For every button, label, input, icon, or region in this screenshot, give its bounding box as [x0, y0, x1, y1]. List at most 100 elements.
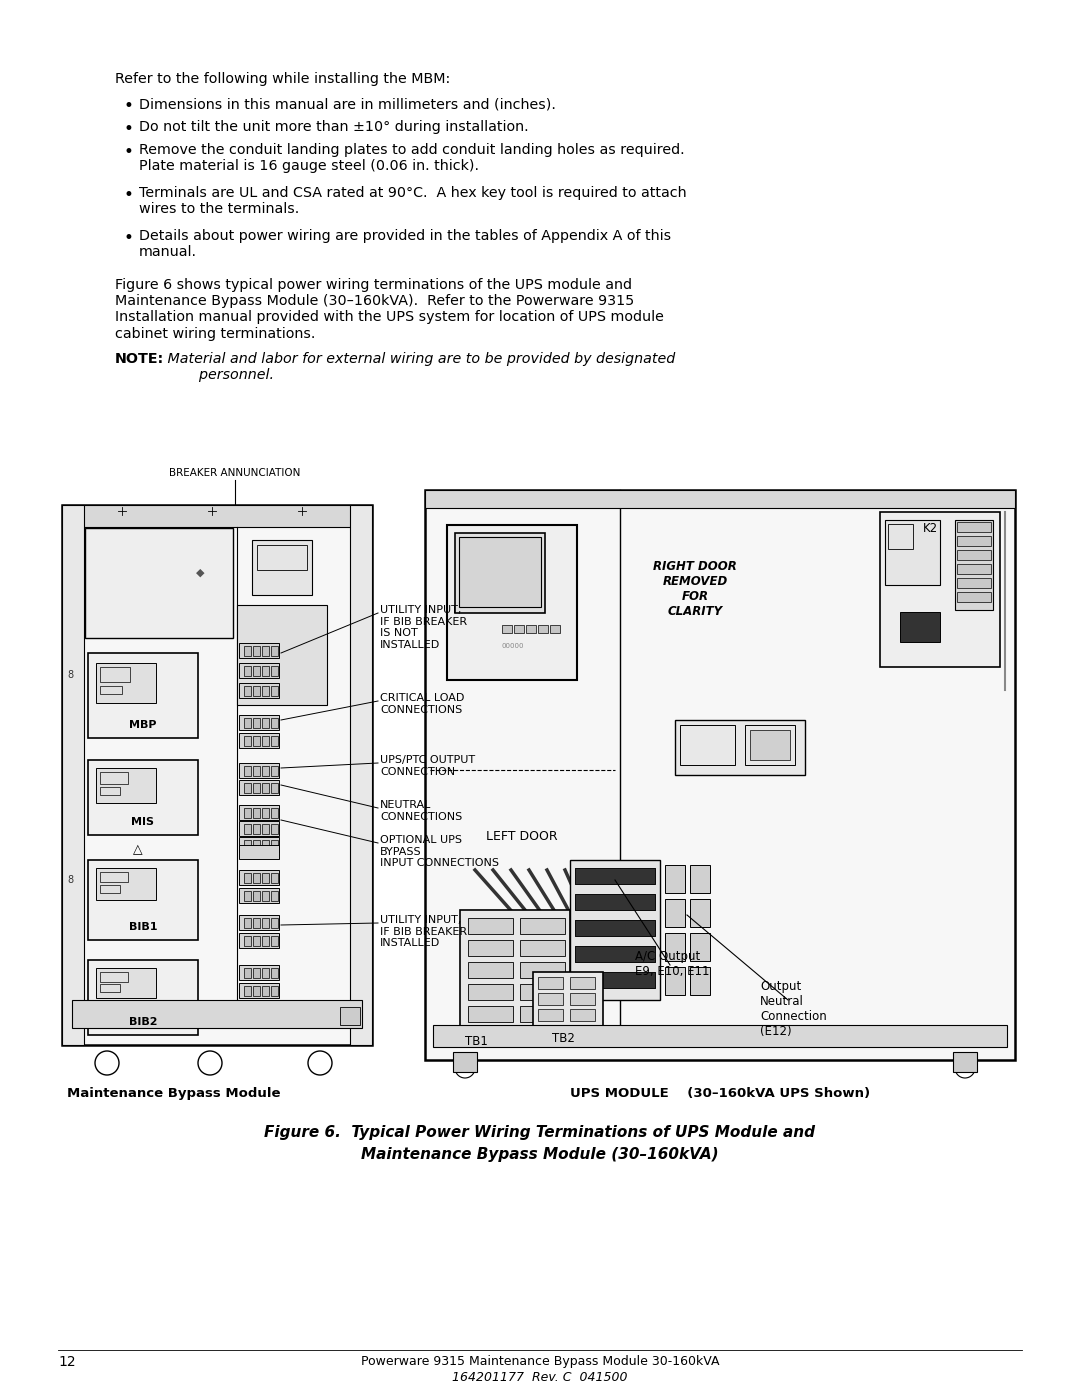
Text: RIGHT DOOR
REMOVED
FOR
CLARITY: RIGHT DOOR REMOVED FOR CLARITY [653, 560, 737, 617]
Bar [570, 861, 660, 1000]
Bar [271, 918, 278, 928]
Bar [957, 564, 991, 574]
Bar [239, 915, 279, 930]
Bar [100, 686, 122, 694]
Bar [468, 940, 513, 956]
Bar [244, 968, 251, 978]
Bar [244, 782, 251, 793]
Bar [575, 868, 654, 884]
Bar [271, 873, 278, 883]
Bar [262, 807, 269, 819]
Bar [62, 504, 372, 527]
Bar [253, 840, 260, 849]
Bar [271, 736, 278, 746]
Bar [570, 1009, 595, 1021]
Text: MIS: MIS [132, 817, 154, 827]
Bar [239, 643, 279, 658]
Bar [575, 946, 654, 963]
Bar [575, 894, 654, 909]
Bar [253, 873, 260, 883]
Text: •: • [123, 120, 133, 138]
Bar [957, 550, 991, 560]
Bar [72, 1000, 362, 1028]
Bar [62, 504, 84, 1045]
Bar [100, 972, 129, 982]
Bar [262, 968, 269, 978]
Text: K2: K2 [922, 522, 937, 535]
Bar [262, 873, 269, 883]
Text: BIB1: BIB1 [129, 922, 158, 932]
Bar [526, 624, 536, 633]
Bar [745, 725, 795, 766]
Bar [957, 578, 991, 588]
Bar [244, 891, 251, 901]
Text: UTILITY INPUT,
IF BIB BREAKER
IS NOT
INSTALLED: UTILITY INPUT, IF BIB BREAKER IS NOT INS… [380, 605, 468, 650]
Bar [575, 894, 654, 909]
Bar [239, 965, 279, 981]
Text: 8: 8 [67, 671, 73, 680]
Text: Dimensions in this manual are in millimeters and (inches).: Dimensions in this manual are in millime… [139, 96, 556, 110]
Text: •: • [123, 186, 133, 204]
Bar [262, 645, 269, 657]
Bar [538, 977, 563, 989]
Bar [575, 972, 654, 988]
Bar [244, 666, 251, 676]
Bar [253, 718, 260, 728]
Bar [575, 972, 654, 988]
Bar [239, 715, 279, 731]
Bar [519, 983, 565, 1000]
Bar [239, 683, 279, 698]
Bar [900, 612, 940, 643]
Bar [239, 870, 279, 886]
Bar [271, 968, 278, 978]
Bar [468, 918, 513, 935]
Text: BIB2: BIB2 [129, 1017, 158, 1027]
Bar [239, 664, 279, 678]
Bar [100, 872, 129, 882]
Bar [880, 511, 1000, 666]
Bar [96, 868, 156, 900]
Bar [570, 993, 595, 1004]
Text: Material and labor for external wiring are to be provided by designated
        : Material and labor for external wiring a… [163, 352, 675, 383]
Bar [690, 865, 710, 893]
Bar [262, 936, 269, 946]
Bar [253, 686, 260, 696]
Bar [262, 918, 269, 928]
Bar [253, 986, 260, 996]
Bar [257, 545, 307, 570]
Text: Figure 6 shows typical power wiring terminations of the UPS module and
Maintenan: Figure 6 shows typical power wiring term… [114, 278, 664, 341]
Text: 00000: 00000 [502, 643, 525, 650]
Bar [239, 837, 279, 852]
Bar [271, 718, 278, 728]
Bar [244, 645, 251, 657]
Bar [244, 918, 251, 928]
Bar [239, 821, 279, 835]
Bar [262, 686, 269, 696]
Bar [244, 766, 251, 775]
Bar [575, 946, 654, 963]
Bar [575, 921, 654, 936]
Bar [271, 686, 278, 696]
Bar [244, 718, 251, 728]
Text: A/C Output
E9, E10, E11: A/C Output E9, E10, E11 [635, 950, 710, 978]
Bar [262, 766, 269, 775]
Text: CRITICAL LOAD
CONNECTIONS: CRITICAL LOAD CONNECTIONS [380, 693, 464, 715]
Bar [96, 768, 156, 803]
Bar [271, 645, 278, 657]
Text: Refer to the following while installing the MBM:: Refer to the following while installing … [114, 73, 450, 87]
Bar [100, 983, 120, 992]
Bar [100, 666, 130, 682]
Bar [253, 807, 260, 819]
Bar [665, 865, 685, 893]
Text: UPS/PTC OUTPUT
CONNECTION: UPS/PTC OUTPUT CONNECTION [380, 754, 475, 777]
Bar [570, 977, 595, 989]
Bar [96, 664, 156, 703]
Bar [271, 807, 278, 819]
Bar [100, 773, 129, 784]
Bar [253, 918, 260, 928]
Bar [538, 993, 563, 1004]
Bar [453, 1052, 477, 1071]
Bar [237, 605, 327, 705]
Bar [690, 933, 710, 961]
Bar [455, 534, 545, 613]
